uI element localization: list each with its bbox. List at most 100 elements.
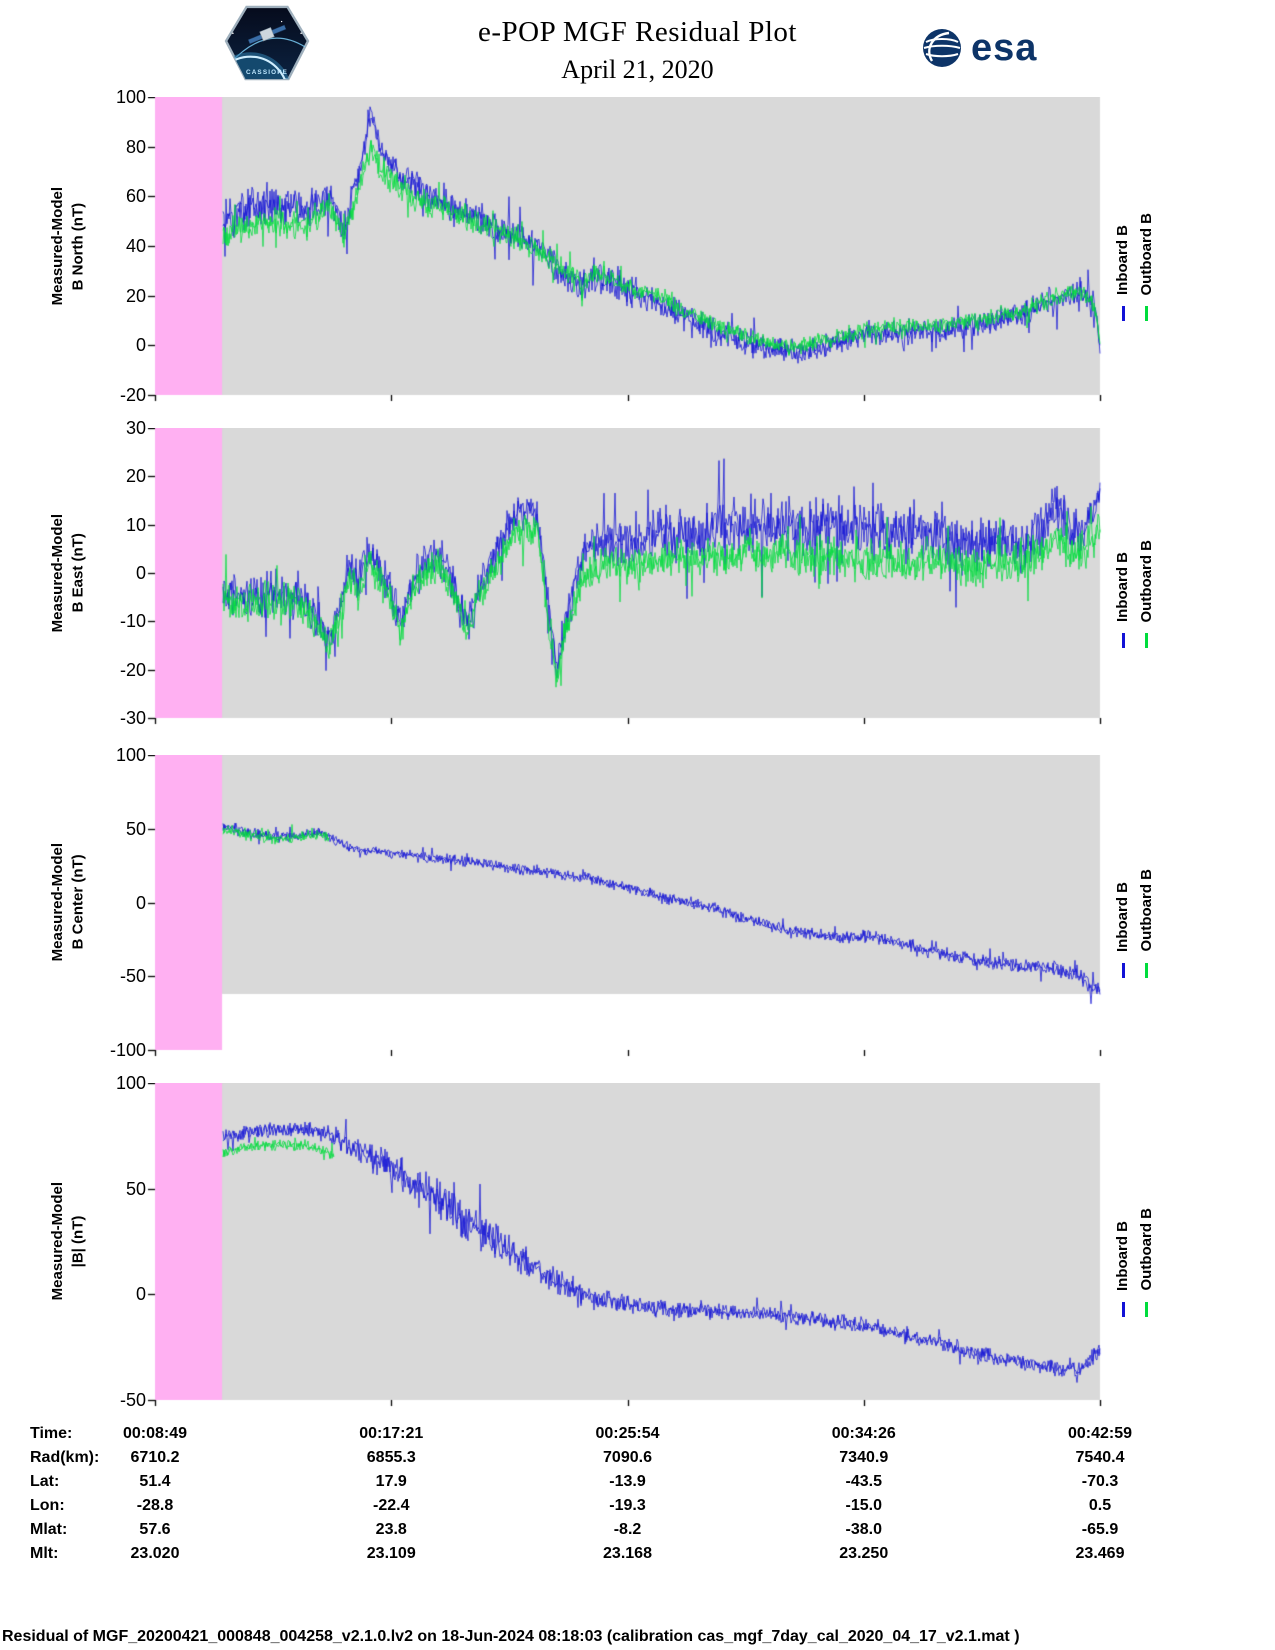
ephemeris-cell: 6855.3 (366, 1449, 416, 1466)
legend-outboard-label: Outboard B (1137, 212, 1155, 296)
ephemeris-cell: 6710.2 (130, 1449, 180, 1466)
legend-outboard-label: Outboard B (1137, 1208, 1155, 1291)
y-tick-label: 100 (115, 87, 146, 107)
ephemeris-table-row: Lat: 51.4 17.9 -13.9 -43.5 -70.3 (0, 1473, 1275, 1497)
y-tick-label: 50 (125, 818, 146, 839)
ephemeris-cell: 51.4 (139, 1473, 171, 1490)
y-tick-label: 60 (125, 186, 146, 207)
ephemeris-cell: -15.0 (845, 1497, 882, 1514)
ephemeris-row-label: Lat: (30, 1473, 60, 1490)
ephemeris-cell: 23.8 (375, 1521, 407, 1538)
ephemeris-row-label: Mlat: (30, 1521, 68, 1538)
ephemeris-cell: 23.168 (603, 1545, 652, 1562)
ephemeris-cell: 17.9 (375, 1473, 407, 1490)
legend-inboard-mark-icon (1121, 633, 1125, 648)
legend-inboard-column: Inboard B (1113, 498, 1133, 648)
cassiope-patch-icon: CASSIOPE (224, 5, 310, 81)
ephemeris-cell: 23.109 (366, 1545, 416, 1562)
chart-title-block: e-POP MGF Residual Plot April 21, 2020 (0, 16, 1275, 85)
ephemeris-cell: -22.4 (373, 1497, 410, 1514)
series-legend: Inboard B Outboard B (1106, 1083, 1164, 1400)
y-tick-label: 10 (125, 514, 146, 535)
ephemeris-table-row: Mlt: 23.020 23.109 23.168 23.250 23.469 (0, 1545, 1275, 1569)
series-legend: Inboard B Outboard B (1106, 428, 1164, 718)
page-title: e-POP MGF Residual Plot (478, 16, 797, 48)
ephemeris-cell: 00:34:26 (831, 1425, 896, 1442)
ephemeris-table-row: Rad(km): 6710.2 6855.3 7090.6 7340.9 7540.4 (0, 1449, 1275, 1473)
legend-inboard-label: Inboard B (1114, 552, 1132, 622)
y-tick-label: 0 (135, 563, 146, 583)
legend-inboard-column: Inboard B (1113, 828, 1133, 978)
series-legend: Inboard B Outboard B (1106, 97, 1164, 395)
legend-inboard-label: Inboard B (1114, 881, 1132, 952)
y-tick-label: -10 (119, 611, 146, 632)
ephemeris-cell: 00:08:49 (122, 1425, 188, 1442)
legend-inboard-column: Inboard B (1113, 171, 1133, 321)
ephemeris-cell: -38.0 (845, 1521, 882, 1538)
y-tick-label: -30 (119, 708, 146, 728)
legend-inboard-mark-icon (1121, 962, 1125, 978)
ephemeris-cell: -13.9 (609, 1473, 646, 1490)
legend-inboard-mark-icon (1121, 306, 1125, 321)
ephemeris-cell: 23.469 (1075, 1545, 1125, 1562)
legend-outboard-mark-icon (1145, 1301, 1149, 1317)
plot-canvas-b-center (147, 755, 1102, 1058)
legend-outboard-column: Outboard B (1137, 828, 1157, 978)
cassiope-patch-text: CASSIOPE (246, 69, 288, 76)
y-tick-label: 20 (125, 285, 146, 306)
esa-logo-text: esa (971, 27, 1038, 69)
ephemeris-table-row: Mlat: 57.6 23.8 -8.2 -38.0 -65.9 (0, 1521, 1275, 1545)
legend-outboard-mark-icon (1145, 962, 1149, 978)
legend-outboard-column: Outboard B (1137, 498, 1157, 648)
y-tick-label: 0 (135, 892, 146, 913)
ephemeris-row-label: Lon: (30, 1497, 65, 1514)
esa-logo: esa (922, 26, 1037, 70)
y-tick-label: -50 (119, 966, 146, 987)
ephemeris-cell: -65.9 (1081, 1521, 1119, 1538)
ephemeris-cell: 57.6 (139, 1521, 171, 1538)
ephemeris-cell: 23.020 (130, 1545, 180, 1562)
ephemeris-cell: 7090.6 (603, 1449, 652, 1466)
ephemeris-table-row: Lon: -28.8 -22.4 -19.3 -15.0 0.5 (0, 1497, 1275, 1521)
ephemeris-cell: -43.5 (845, 1473, 882, 1490)
footer-text: Residual of MGF_20200421_000848_004258_v… (2, 1628, 1020, 1645)
ephemeris-table-row: Time: 00:08:49 00:17:21 00:25:54 00:34:26 00:… (0, 1425, 1275, 1449)
legend-outboard-mark-icon (1145, 633, 1149, 648)
legend-inboard-label: Inboard B (1114, 225, 1132, 295)
y-tick-label: 0 (135, 335, 146, 356)
y-tick-label: 80 (125, 136, 146, 157)
ephemeris-cell: 00:25:54 (595, 1425, 660, 1442)
page-subtitle-date: April 21, 2020 (561, 55, 714, 84)
y-tick-labels: 30 20 10 0 -10 -20 -30 (0, 418, 146, 728)
y-tick-label: 30 (125, 418, 146, 438)
y-tick-label: 0 (135, 1284, 146, 1305)
ephemeris-cell: 00:17:21 (359, 1425, 424, 1442)
plot-canvas-b-east (147, 428, 1102, 726)
ephemeris-cell: -28.8 (136, 1497, 174, 1514)
ephemeris-row-label: Time: (30, 1425, 73, 1442)
ephemeris-cell: -19.3 (609, 1497, 646, 1514)
y-tick-label: 100 (115, 1073, 146, 1093)
ephemeris-cell: 23.250 (839, 1545, 889, 1562)
legend-outboard-column: Outboard B (1137, 1167, 1157, 1317)
y-tick-label: 100 (115, 745, 146, 765)
plot-canvas-b-magnitude (147, 1083, 1102, 1408)
legend-outboard-label: Outboard B (1137, 869, 1155, 952)
ephemeris-row-label: Rad(km): (30, 1449, 100, 1466)
y-tick-labels: 100 80 60 40 20 0 -20 (0, 87, 146, 405)
y-tick-label: -100 (109, 1040, 146, 1060)
legend-inboard-column: Inboard B (1113, 1167, 1133, 1317)
y-tick-label: -50 (119, 1390, 146, 1410)
y-tick-labels: 100 50 0 -50 -100 (0, 745, 146, 1060)
ephemeris-cell: 7540.4 (1075, 1449, 1125, 1466)
ephemeris-cell: 7340.9 (839, 1449, 889, 1466)
series-legend: Inboard B Outboard B (1106, 755, 1164, 1050)
legend-outboard-label: Outboard B (1137, 539, 1155, 623)
legend-outboard-mark-icon (1145, 306, 1149, 321)
plot-canvas-b-north (147, 97, 1102, 403)
legend-inboard-label: Inboard B (1114, 1220, 1132, 1291)
legend-outboard-column: Outboard B (1137, 171, 1157, 321)
ephemeris-cell: 00:42:59 (1067, 1425, 1133, 1442)
esa-emblem-icon (923, 29, 961, 67)
